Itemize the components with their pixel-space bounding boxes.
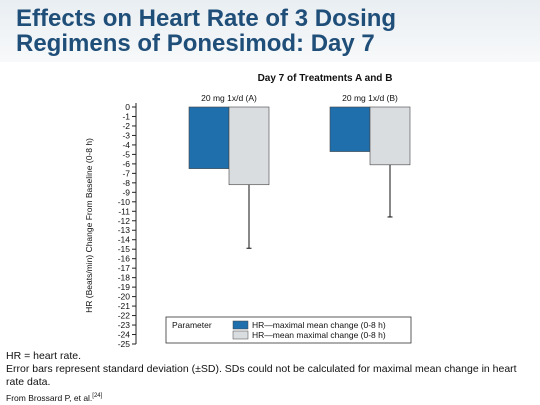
y-tick-label: 0 [125, 102, 130, 112]
y-tick-label: -17 [118, 263, 131, 273]
category-label: 20 mg 1x/d (A) [201, 93, 257, 103]
footnotes: HR = heart rate. Error bars represent st… [6, 350, 536, 405]
y-tick-label: -23 [118, 320, 131, 330]
y-tick-label: -22 [118, 311, 131, 321]
y-tick-label: -10 [118, 197, 131, 207]
y-tick-label: -20 [118, 292, 131, 302]
y-tick-label: -24 [118, 330, 131, 340]
y-tick-label: -4 [122, 140, 130, 150]
footnote-error-bars: Error bars represent standard deviation … [6, 363, 517, 388]
y-tick-label: -11 [118, 206, 130, 216]
legend-swatch [232, 330, 249, 340]
reference-text: From Brossard P, et al. [6, 392, 93, 403]
y-tick-label: -5 [122, 149, 130, 159]
title-band [0, 0, 540, 62]
y-tick-label: -2 [122, 121, 130, 131]
bar [228, 106, 270, 186]
y-tick-label: -14 [118, 235, 131, 245]
slide-title: Effects on Heart Rate of 3 Dosing Regime… [16, 6, 516, 56]
y-tick-label: -21 [118, 301, 131, 311]
y-tick-label: -16 [118, 254, 131, 264]
bar [329, 106, 371, 152]
y-tick-label: -3 [122, 130, 130, 140]
legend-label: HR—mean maximal change (0-8 h) [252, 330, 386, 340]
y-tick-label: -19 [118, 282, 131, 292]
y-tick-label: -7 [122, 168, 130, 178]
category-label: 20 mg 1x/d (B) [342, 93, 398, 103]
legend-box [165, 316, 412, 344]
y-tick-label: -13 [118, 225, 131, 235]
chart-title: Day 7 of Treatments A and B [258, 73, 393, 84]
footnote-reference: From Brossard P, et al.[24] [6, 390, 536, 405]
y-tick-label: -9 [122, 187, 130, 197]
y-tick-label: -18 [118, 273, 131, 283]
reference-number: [24] [92, 393, 103, 399]
y-tick-label: -15 [118, 244, 131, 254]
slide-title-line-1: Effects on Heart Rate of 3 Dosing [16, 5, 397, 32]
bar [369, 106, 411, 166]
legend-label: HR—maximal mean change (0-8 h) [252, 320, 386, 330]
y-tick-label: -6 [122, 159, 130, 169]
footnote-abbrev: HR = heart rate. [6, 350, 81, 362]
legend-swatch [232, 320, 249, 330]
bar-chart: Day 7 of Treatments A and B 0-1-2-3-4-5-6… [84, 73, 412, 349]
y-tick-label: -25 [118, 339, 131, 349]
bar [188, 106, 230, 169]
y-tick-label: -1 [122, 111, 130, 121]
y-tick-label: -8 [122, 178, 130, 188]
slide-title-line-2: Regimens of Ponesimod: Day 7 [16, 30, 375, 57]
y-axis-label: HR (Beats/min) Change From Baseline (0-8… [84, 138, 94, 313]
y-tick-label: -12 [118, 216, 131, 226]
legend-title: Parameter [172, 320, 212, 330]
